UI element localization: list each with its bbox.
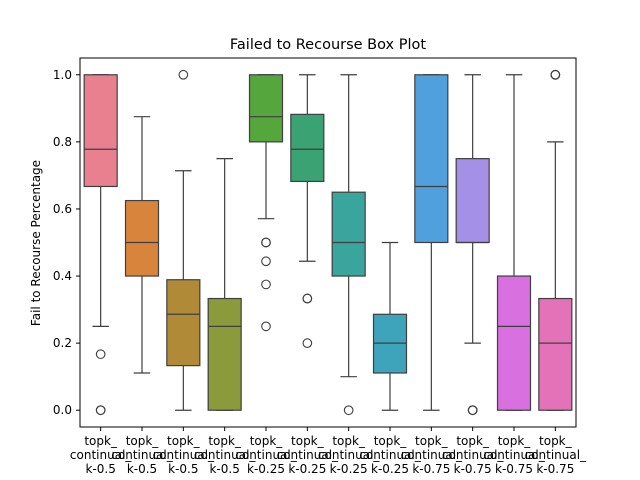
x-tick-label: topk_ continual_ k-0.5 [194, 434, 256, 476]
x-tick-label-line: k-0.5 [209, 462, 239, 476]
x-tick-label-line: k-0.75 [495, 462, 533, 476]
outlier-point [261, 279, 271, 290]
y-tick-label: 1.0 [53, 68, 72, 82]
box-group [124, 116, 160, 374]
x-tick-label-line: k-0.5 [127, 462, 157, 476]
x-tick-label-line: topk_ [415, 434, 449, 448]
outlier-point [343, 405, 354, 416]
y-axis-label: Fail to Recourse Percentage [29, 160, 43, 326]
x-tick-label-line: k-0.25 [330, 462, 368, 476]
box-iqr [538, 297, 573, 411]
x-tick-label-line: topk_ [208, 434, 242, 448]
x-tick-label-line: continual_ [235, 448, 297, 462]
x-tick-label-line: topk_ [84, 434, 118, 448]
x-tick-label: topk_ continual_ k-0.75 [401, 434, 463, 476]
box-group [538, 69, 573, 411]
x-tick-label-line: k-0.5 [168, 462, 198, 476]
outlier-point [261, 321, 271, 332]
x-tick-label-line: topk_ [291, 434, 325, 448]
x-tick-label: topk_ continual_ k-0.5 [70, 434, 132, 476]
outlier-point [95, 349, 106, 360]
x-tick-label-line: continual_ [483, 448, 545, 462]
x-tick-label: topk_ continual_ k-0.75 [483, 434, 545, 476]
box-group [248, 74, 284, 332]
x-tick-label-line: continual_ [277, 448, 339, 462]
x-tick-label: topk_ continual_ k-0.5 [111, 434, 173, 476]
x-tick-label-line: k-0.75 [536, 462, 574, 476]
box-iqr [83, 74, 118, 188]
x-tick-label-line: topk_ [167, 434, 201, 448]
box-group [372, 241, 408, 411]
y-tick-label: 0.0 [53, 403, 72, 417]
x-tick-label-line: k-0.75 [454, 462, 492, 476]
axes-frame [79, 57, 577, 428]
outlier-point [95, 405, 106, 416]
outlier-point [178, 69, 189, 80]
outlier-point [550, 69, 561, 80]
outlier-point [302, 338, 313, 348]
x-tick-label-line: k-0.5 [85, 462, 115, 476]
x-tick-label: topk_ continual_ k-0.5 [153, 434, 215, 476]
plot-area [83, 69, 573, 416]
box-iqr [248, 74, 284, 143]
box-iqr [414, 74, 449, 244]
x-tick-label-line: topk_ [332, 434, 366, 448]
y-tick-label: 0.6 [53, 202, 72, 216]
x-tick-label-line: continual_ [111, 448, 173, 462]
x-tick-label-line: continual_ [359, 448, 421, 462]
outlier-point [261, 256, 271, 267]
box-group [207, 158, 242, 411]
box-group [455, 74, 490, 416]
y-axis-ticks: 0.0 0.2 0.4 0.6 0.8 1.0 [53, 68, 80, 417]
x-tick-label-line: continual_ [153, 448, 215, 462]
x-tick-label-line: k-0.75 [412, 462, 450, 476]
x-tick-label-line: continual_ [442, 448, 504, 462]
x-tick-label: topk_ continual_ k-0.25 [359, 434, 421, 476]
box-iqr [290, 113, 325, 183]
x-tick-label-line: topk_ [126, 434, 160, 448]
y-tick-label: 0.8 [53, 135, 72, 149]
x-tick-label: topk_ continual_ k-0.75 [442, 434, 504, 476]
outlier-point [302, 293, 313, 304]
x-tick-label-line: k-0.25 [288, 462, 326, 476]
x-tick-label-line: continual_ [70, 448, 132, 462]
x-tick-label: topk_ continual_ k-0.25 [235, 434, 297, 476]
x-tick-label-line: k-0.25 [247, 462, 285, 476]
box-iqr [207, 297, 242, 411]
box-group [414, 74, 449, 411]
y-tick-label: 0.4 [53, 269, 72, 283]
box-iqr [124, 199, 160, 277]
x-tick-label-line: continual_ [525, 448, 587, 462]
y-tick-label: 0.2 [53, 336, 72, 350]
x-tick-label: topk_ continual_ k-0.25 [318, 434, 380, 476]
box-iqr [496, 275, 532, 411]
x-tick-label-line: topk_ [539, 434, 573, 448]
box-group [290, 74, 325, 348]
box-group [83, 74, 118, 416]
outlier-point [467, 405, 478, 416]
x-tick-label-line: topk_ [374, 434, 408, 448]
chart-title: Failed to Recourse Box Plot [230, 37, 426, 53]
box-iqr [331, 191, 366, 277]
box-iqr [455, 158, 490, 244]
box-iqr [166, 279, 201, 367]
box-group [496, 74, 532, 411]
box-group [166, 69, 201, 411]
x-tick-label-line: topk_ [250, 434, 284, 448]
box-group [331, 74, 366, 416]
x-tick-label-line: topk_ [498, 434, 532, 448]
x-tick-label-line: continual_ [194, 448, 256, 462]
x-tick-label: topk_ continual_ k-0.25 [277, 434, 339, 476]
x-tick-label-line: topk_ [456, 434, 490, 448]
x-tick-label: topk_ continual_ k-0.75 [525, 434, 587, 476]
x-tick-label-line: k-0.25 [371, 462, 409, 476]
x-tick-label-line: continual_ [318, 448, 380, 462]
x-tick-label-line: continual_ [401, 448, 463, 462]
outlier-point [261, 237, 271, 248]
